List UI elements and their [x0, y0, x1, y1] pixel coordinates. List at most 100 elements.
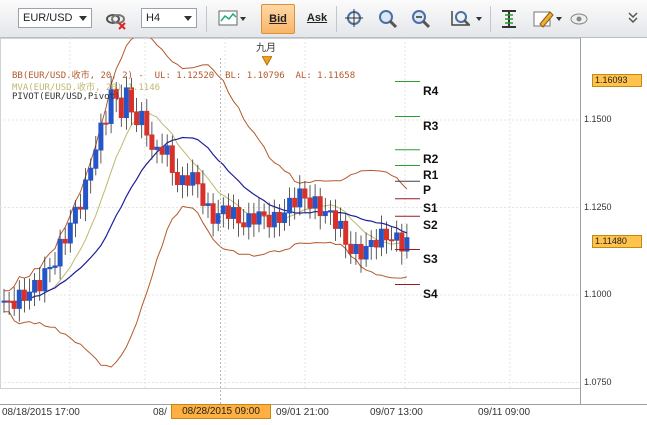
- candle: [190, 159, 196, 196]
- candle: [399, 223, 405, 265]
- candle-body: [47, 266, 53, 270]
- bid-button[interactable]: Bid: [261, 4, 295, 34]
- candle-body: [348, 243, 354, 254]
- candle: [297, 175, 303, 216]
- candle: [195, 164, 201, 198]
- indicator-chart-button[interactable]: [215, 5, 246, 33]
- candle: [302, 180, 308, 212]
- pivot-legend: PIVOT(EUR/USD,Pivot): [12, 92, 121, 102]
- candle: [404, 223, 410, 259]
- toolbar-divider: [490, 6, 491, 32]
- candle: [317, 188, 323, 230]
- candle: [27, 278, 32, 310]
- candle-body: [276, 211, 282, 223]
- eye-icon: [570, 13, 588, 25]
- month-marker-label: 九月: [256, 43, 276, 54]
- link-chart-icon: [106, 14, 126, 30]
- price-tick-1000: 1.1000: [584, 289, 612, 299]
- chart-canvas: [0, 38, 647, 405]
- pivot-label-s2: S2: [423, 218, 438, 233]
- candle-body: [195, 172, 201, 185]
- candle: [1, 288, 7, 313]
- candle: [251, 202, 257, 237]
- pivot-label-r4: R4: [423, 83, 439, 98]
- candle-body: [266, 214, 272, 228]
- candle: [256, 197, 262, 233]
- ask-button[interactable]: Ask: [306, 12, 328, 24]
- candle-body: [57, 238, 63, 267]
- candle-body: [205, 203, 211, 206]
- chevron-down-icon: [556, 17, 562, 21]
- candle-body: [180, 175, 185, 186]
- price-tick-1250: 1.1250: [584, 202, 612, 212]
- candle: [271, 199, 277, 238]
- pencil-icon: [533, 11, 554, 28]
- candle: [37, 267, 43, 301]
- time-label: 09/07 13:00: [370, 407, 423, 418]
- candle-body: [185, 175, 191, 186]
- price-tick-0750: 1.0750: [584, 377, 612, 387]
- candle: [241, 209, 247, 236]
- candle-body: [42, 268, 48, 292]
- candle-body: [154, 146, 160, 150]
- candle: [174, 158, 180, 193]
- candle-body: [312, 196, 318, 209]
- timeframe-select[interactable]: H4: [141, 8, 197, 28]
- candle: [266, 202, 272, 238]
- candle-body: [32, 279, 38, 293]
- candle-body: [88, 167, 94, 181]
- zoom-area-button[interactable]: [448, 5, 482, 33]
- candle-body: [215, 213, 221, 224]
- candle-body: [220, 205, 226, 215]
- candle: [358, 235, 364, 273]
- candle-body: [123, 87, 129, 119]
- chevron-down-icon: [184, 16, 192, 21]
- chevron-down-icon: [79, 16, 87, 21]
- candle-body: [338, 220, 344, 229]
- crosshair-icon: [345, 9, 363, 27]
- candle-body: [394, 232, 400, 241]
- candle-body: [83, 179, 89, 210]
- candle-body: [322, 211, 328, 217]
- zoom-fit-button[interactable]: [375, 5, 401, 33]
- fibonacci-icon: [502, 10, 516, 28]
- candle-body: [98, 122, 104, 151]
- symbol-select[interactable]: EUR/USD: [18, 8, 92, 28]
- mva-line: [4, 136, 408, 305]
- candle-body: [134, 111, 140, 126]
- candle-body: [256, 211, 262, 225]
- candle-body: [169, 145, 175, 173]
- timeframe-value: H4: [146, 12, 161, 24]
- candle-body: [368, 239, 374, 248]
- high-price-badge: 1.16093: [592, 74, 642, 87]
- candle-body: [317, 196, 323, 217]
- candle: [282, 199, 287, 231]
- candle-body: [327, 210, 333, 213]
- pivot-label-r2: R2: [423, 151, 439, 166]
- candle: [261, 203, 267, 230]
- chart-type-button[interactable]: [103, 5, 129, 33]
- draw-tools-button[interactable]: [530, 5, 562, 33]
- candle-body: [190, 172, 196, 186]
- candle: [205, 192, 211, 218]
- price-chart[interactable]: BB(EUR/USD.收市, 20, 2) - UL: 1.12520 BL: …: [0, 38, 647, 425]
- candle-body: [6, 300, 12, 303]
- candle-body: [21, 289, 27, 301]
- candle: [32, 273, 38, 307]
- zoom-out-button[interactable]: [408, 5, 434, 33]
- candle-body: [363, 246, 369, 260]
- toolbar-menu-button[interactable]: [626, 5, 640, 33]
- candle: [185, 163, 191, 197]
- toolbar: EUR/USD H4 Bid Ask: [0, 0, 647, 38]
- candle: [394, 220, 400, 252]
- candle: [322, 197, 328, 224]
- candle-body: [241, 222, 247, 228]
- candle: [164, 134, 170, 167]
- candle-body: [358, 243, 364, 260]
- visibility-button[interactable]: [567, 5, 591, 33]
- fibonacci-button[interactable]: [496, 5, 522, 33]
- candle-body: [333, 210, 338, 229]
- candle: [343, 213, 349, 259]
- candle: [149, 121, 155, 160]
- crosshair-button[interactable]: [342, 5, 368, 33]
